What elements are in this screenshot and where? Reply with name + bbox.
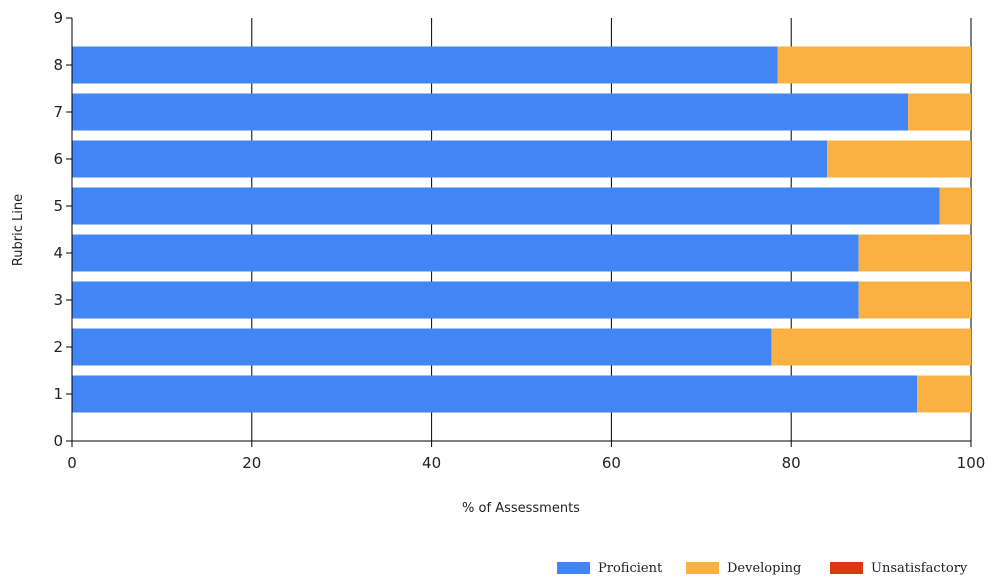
bar-proficient-1 — [72, 375, 918, 413]
x-tick-label: 100 — [957, 454, 986, 472]
x-tick-label: 60 — [602, 454, 621, 472]
bar-proficient-8 — [72, 46, 778, 84]
x-tick-label: 20 — [242, 454, 261, 472]
legend: Proficient Developing Unsatisfactory — [557, 561, 968, 576]
y-tick-label: 1 — [53, 385, 63, 403]
bar-developing-4 — [858, 234, 971, 272]
y-tick-label: 8 — [53, 56, 63, 74]
legend-item-unsatisfactory: Unsatisfactory — [830, 561, 968, 576]
axes — [66, 17, 972, 447]
bar-proficient-2 — [72, 328, 772, 366]
legend-label: Unsatisfactory — [871, 561, 968, 576]
bar-proficient-6 — [72, 140, 828, 178]
y-tick-label: 3 — [53, 291, 63, 309]
y-tick-label: 4 — [53, 244, 63, 262]
bar-developing-3 — [858, 281, 971, 319]
x-tick-label: 0 — [67, 454, 77, 472]
y-tick-label: 0 — [53, 432, 63, 450]
bar-developing-6 — [827, 140, 971, 178]
legend-item-proficient: Proficient — [557, 561, 663, 576]
y-tick-label: 6 — [53, 150, 63, 168]
y-axis-title: Rubric Line — [11, 194, 26, 266]
bar-proficient-4 — [72, 234, 859, 272]
y-tick-labels: 0 1 2 3 4 5 6 7 8 9 — [53, 9, 63, 450]
x-tick-labels: 0 20 40 60 80 100 — [67, 454, 985, 472]
y-tick-label: 9 — [53, 9, 63, 27]
bar-developing-2 — [771, 328, 971, 366]
bar-proficient-3 — [72, 281, 859, 319]
legend-label: Proficient — [598, 561, 663, 576]
bar-developing-7 — [908, 93, 971, 131]
bar-developing-1 — [917, 375, 971, 413]
legend-swatch — [830, 562, 863, 574]
bars — [72, 46, 971, 413]
legend-swatch — [686, 562, 719, 574]
bar-developing-8 — [777, 46, 971, 84]
x-tick-label: 40 — [422, 454, 441, 472]
y-tick-label: 2 — [53, 338, 63, 356]
y-tick-label: 5 — [53, 197, 63, 215]
x-tick-label: 80 — [782, 454, 801, 472]
bar-proficient-7 — [72, 93, 909, 131]
legend-item-developing: Developing — [686, 561, 801, 576]
legend-label: Developing — [727, 561, 801, 576]
bar-developing-5 — [939, 187, 971, 225]
legend-swatch — [557, 562, 590, 574]
y-tick-label: 7 — [53, 103, 63, 121]
bar-proficient-5 — [72, 187, 940, 225]
x-axis-title: % of Assessments — [462, 501, 580, 516]
